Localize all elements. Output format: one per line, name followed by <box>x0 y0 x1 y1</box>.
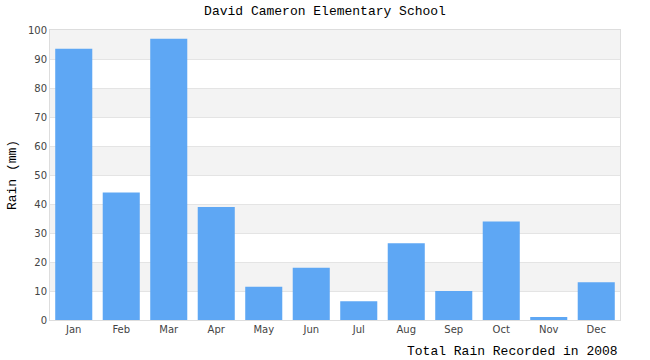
svg-text:Nov: Nov <box>539 324 559 335</box>
svg-text:60: 60 <box>34 141 47 152</box>
svg-text:0: 0 <box>41 315 47 326</box>
svg-text:90: 90 <box>34 54 47 65</box>
svg-text:40: 40 <box>34 199 47 210</box>
svg-text:Oct: Oct <box>493 324 510 335</box>
svg-text:Jul: Jul <box>352 324 365 335</box>
svg-text:Apr: Apr <box>208 324 226 335</box>
svg-text:David Cameron Elementary Schoo: David Cameron Elementary School <box>204 4 446 19</box>
svg-text:Dec: Dec <box>587 324 606 335</box>
svg-text:Jan: Jan <box>65 324 81 335</box>
svg-text:May: May <box>253 324 274 335</box>
svg-text:20: 20 <box>34 257 47 268</box>
svg-text:30: 30 <box>34 228 47 239</box>
svg-text:Feb: Feb <box>112 324 130 335</box>
svg-text:50: 50 <box>34 170 47 181</box>
svg-text:Mar: Mar <box>159 324 179 335</box>
svg-text:70: 70 <box>34 112 47 123</box>
svg-text:Total Rain Recorded in 2008: Total Rain Recorded in 2008 <box>407 344 618 359</box>
svg-text:Sep: Sep <box>444 324 463 335</box>
svg-text:10: 10 <box>34 286 47 297</box>
svg-text:100: 100 <box>28 25 47 36</box>
svg-text:Rain (mm): Rain (mm) <box>5 140 20 210</box>
svg-text:Aug: Aug <box>396 324 416 335</box>
svg-text:80: 80 <box>34 83 47 94</box>
svg-text:Jun: Jun <box>302 324 319 335</box>
